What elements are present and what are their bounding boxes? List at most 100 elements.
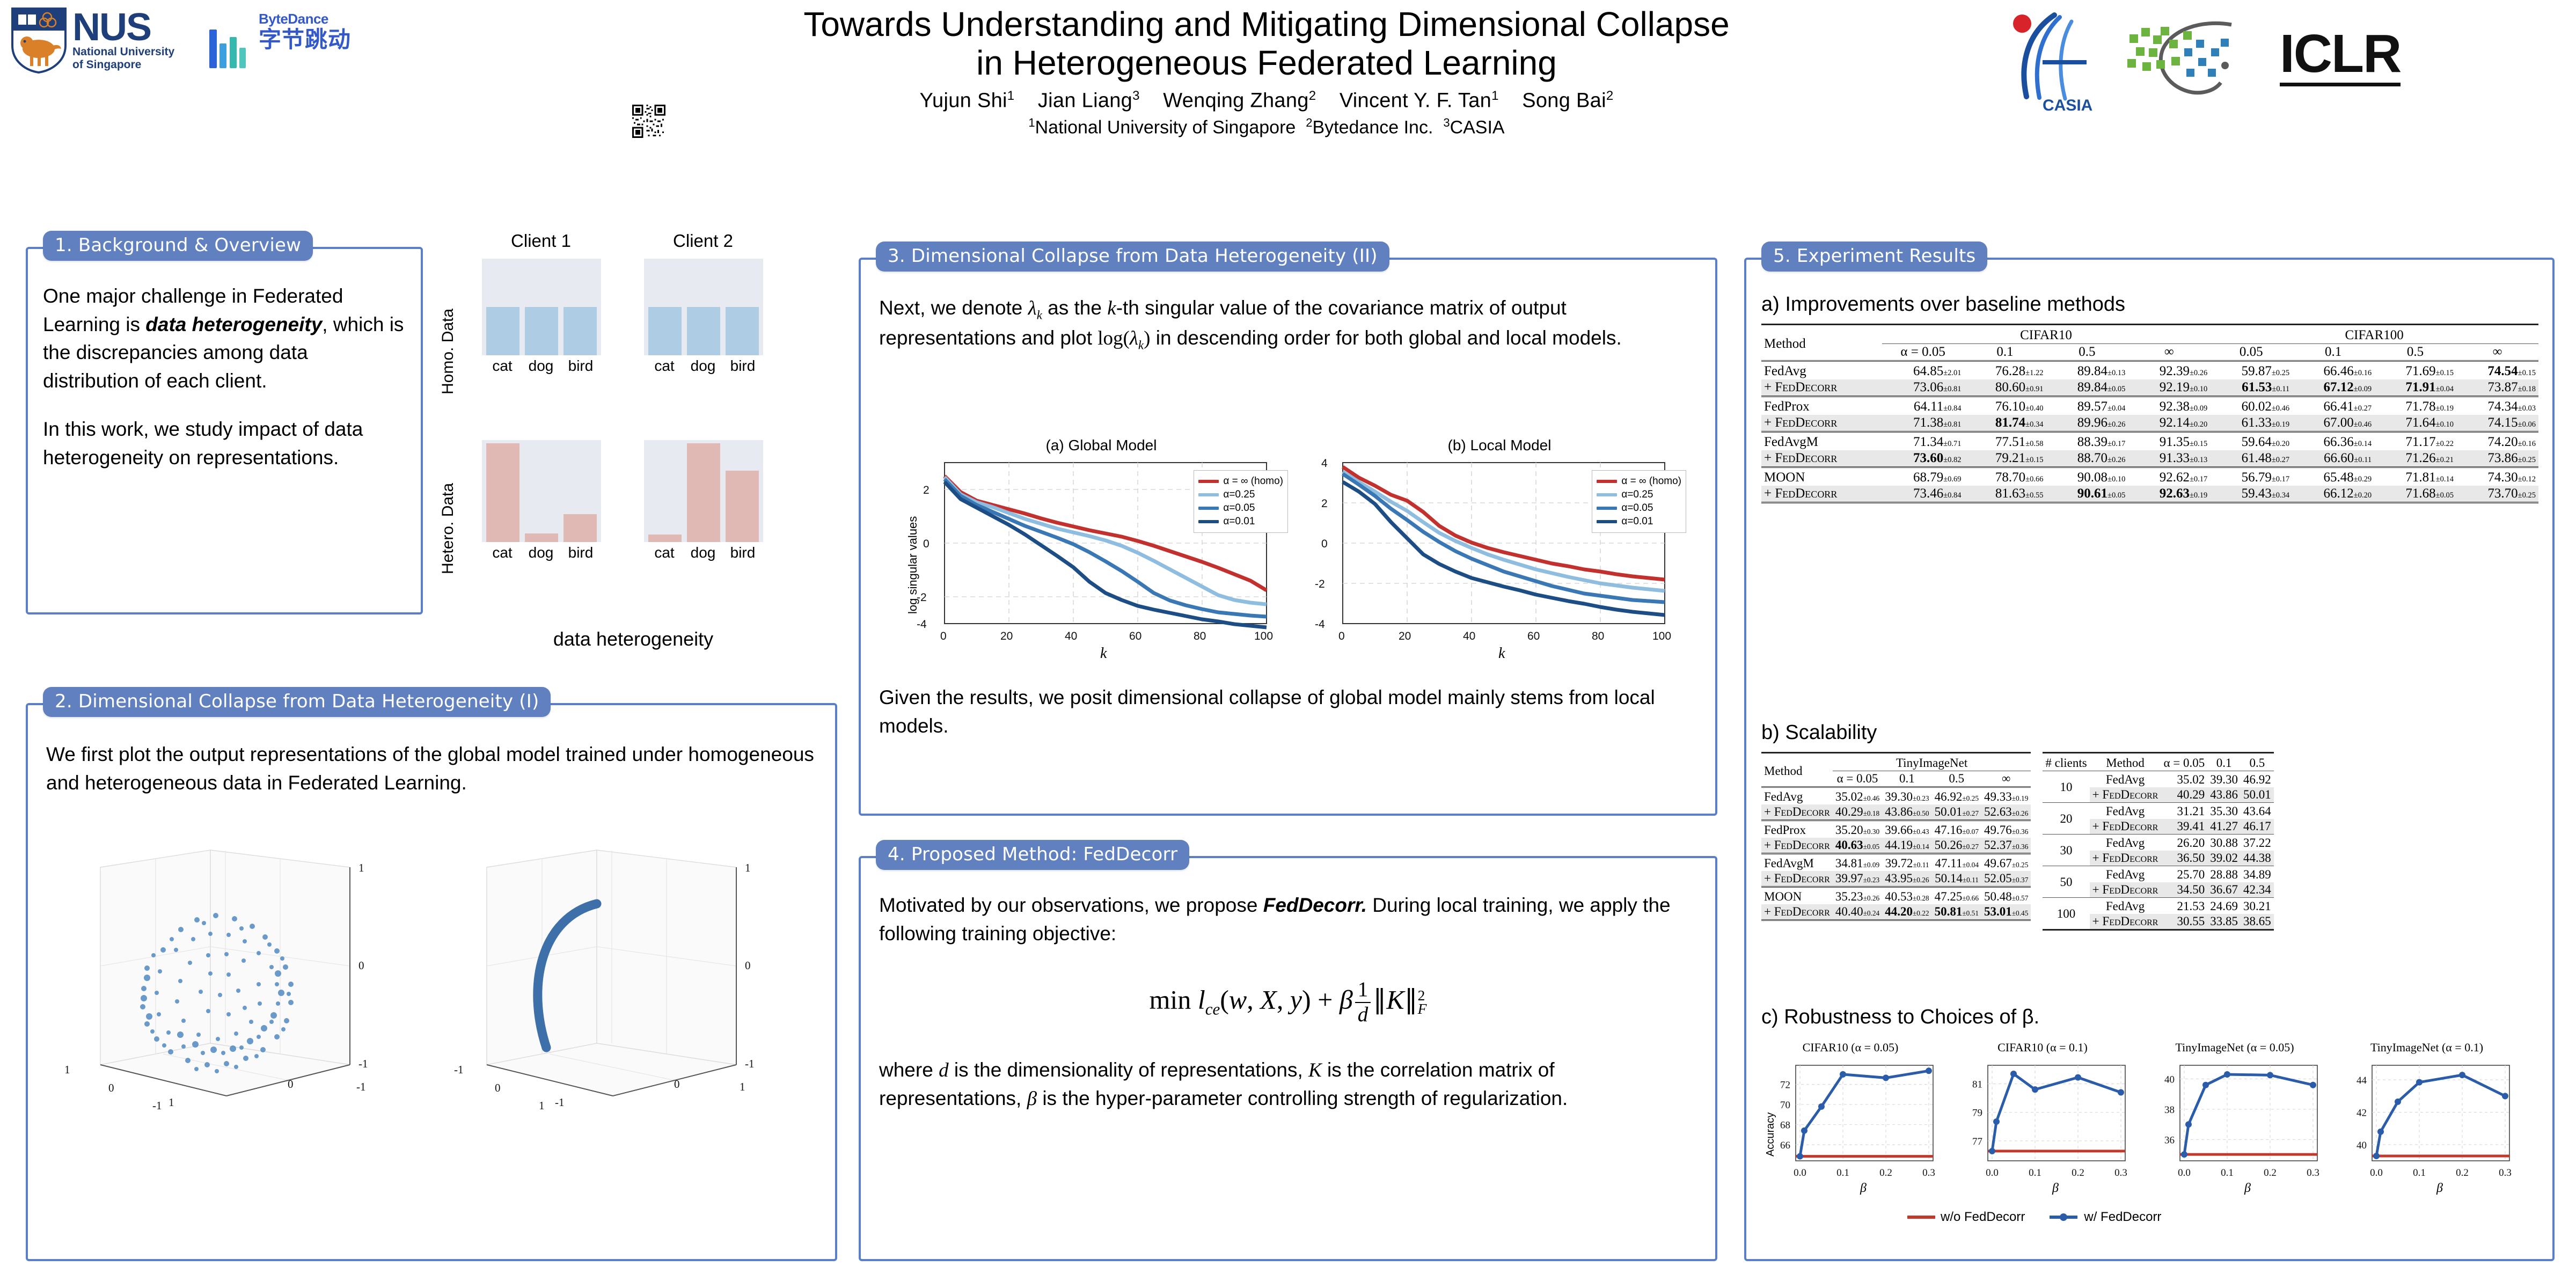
p3-t2: as the: [1042, 297, 1108, 319]
cell-value: 56.79±0.17: [2241, 470, 2290, 485]
table-row: FedProx 35.20±0.30 39.66±0.43 47.16±0.07 49.…: [1761, 823, 2031, 838]
cell-value: 31.21: [2177, 804, 2205, 818]
author-4-sup: 2: [1606, 89, 1614, 104]
cell-value: 40.63±0.05: [1835, 838, 1880, 852]
cell-value: 78.70±0.66: [1995, 470, 2044, 485]
svg-text:0.3: 0.3: [2114, 1167, 2127, 1179]
p3-t3: -th singular value of the covariance mat…: [879, 297, 1567, 349]
cell-method: FedAvg: [2105, 836, 2145, 850]
table-row: 30 FedAvg 26.20 30.88 37.22: [2043, 836, 2273, 857]
cell-value: 30.55: [2177, 914, 2205, 928]
cell-value: 38.65: [2243, 914, 2271, 928]
th-a-alpha-4: 0.05: [2239, 345, 2263, 359]
cell-value: 90.61±0.05: [2077, 486, 2126, 501]
cell-clients: 50: [2060, 875, 2073, 889]
cell-method: FedAvg: [2105, 804, 2145, 818]
cell-value: 88.70±0.26: [2077, 451, 2126, 465]
hetero-c2-tick-dog: dog: [690, 544, 716, 561]
svg-text:-1: -1: [555, 1096, 565, 1109]
cell-value: 66.12±0.20: [2323, 486, 2372, 501]
cell-method: FedAvgM: [1764, 857, 1814, 870]
panel-1-title: 1. Background & Overview: [43, 231, 313, 261]
cell-clients: 30: [2060, 844, 2073, 857]
table-row: + FedDecorr 40.63±0.05 44.19±0.14 50.26±0.2…: [1761, 838, 2031, 854]
cell-value: 52.63±0.26: [1984, 805, 2029, 818]
svg-text:-1: -1: [152, 1099, 162, 1112]
cell-value: 92.14±0.20: [2159, 415, 2208, 430]
legend2-label-homo: α = ∞ (homo): [1621, 475, 1681, 487]
client-2-title: Client 2: [673, 231, 733, 251]
cell-value: 71.64±0.10: [2405, 415, 2454, 430]
beta-chart-2: TinyImageNet (α = 0.05) 36 38 40 0.0 0.1 0.2 0.…: [2143, 1041, 2326, 1218]
cell-value: 34.89: [2243, 868, 2271, 881]
cell-value: 43.86±0.50: [1885, 805, 1929, 818]
legend-item-001: α=0.01: [1198, 516, 1283, 528]
cell-value: 35.02: [2177, 773, 2205, 786]
nus-shield-icon: [11, 7, 67, 74]
homo-c2-tick-bird: bird: [730, 357, 756, 374]
results-subsection-b: b) Scalability: [1761, 721, 1877, 744]
cell-value: 64.11±0.84: [1913, 399, 1962, 414]
svg-text:40: 40: [2357, 1140, 2367, 1151]
p3-t4: in descending order for both global and …: [1150, 326, 1622, 349]
svg-text:0.1: 0.1: [1836, 1167, 1849, 1179]
table-row: 100 FedAvg 21.53 24.69 30.21: [2043, 899, 2273, 920]
th-c-alpha-0: α = 0.05: [2163, 756, 2205, 770]
cell-value: 30.88: [2210, 836, 2238, 850]
cell-value: 61.33±0.19: [2241, 415, 2290, 430]
cell-value: 81.63±0.55: [1995, 486, 2044, 501]
svg-text:0: 0: [495, 1081, 501, 1094]
local-model-xlabel: k: [1498, 645, 1505, 662]
client-distribution-figure: Client 1 Client 2 Homo. Data Hetero. Dat…: [424, 231, 843, 655]
th-a-alpha-6: 0.5: [2406, 345, 2424, 359]
homo-client1-plot: [482, 259, 601, 355]
cell-value: 66.60±0.11: [2324, 451, 2372, 465]
svg-text:0: 0: [745, 959, 751, 972]
panel-4-paragraph-1: Motivated by our observations, we propos…: [879, 891, 1697, 948]
beta-chart-1: CIFAR10 (α = 0.1) 77 79 81 0.0 0.1 0.2 0.3 β: [1951, 1041, 2134, 1218]
qr-code-icon[interactable]: [632, 105, 665, 138]
cell-method: + FedDecorr: [1764, 872, 1830, 885]
cell-value: 35.30: [2210, 804, 2238, 818]
cell-value: 43.64: [2243, 804, 2271, 818]
cell-clients: 100: [2057, 907, 2076, 920]
legend-item-005: α=0.05: [1198, 502, 1283, 514]
cell-value: 74.15±0.06: [2487, 415, 2536, 430]
cell-value: 71.17±0.22: [2405, 435, 2454, 449]
cell-method: + FedDecorr: [1764, 451, 1838, 465]
legend2-item-001: α=0.01: [1597, 516, 1681, 528]
cell-value: 35.20±0.30: [1835, 823, 1880, 837]
cell-value: 66.41±0.27: [2323, 399, 2372, 414]
svg-text:-4: -4: [917, 618, 927, 631]
cell-value: 47.11±0.04: [1935, 857, 1979, 870]
panel-3-paragraph: Next, we denote λk as the k-th singular …: [879, 297, 1622, 352]
svg-text:20: 20: [1399, 630, 1411, 642]
cell-value: 92.19±0.10: [2159, 380, 2208, 394]
svg-text:60: 60: [1129, 630, 1141, 642]
cell-method: + FedDecorr: [2092, 914, 2158, 928]
cell-method: FedProx: [1764, 399, 1810, 414]
table-row: + FedDecorr 40.29±0.18 43.86±0.50 50.01±0.2…: [1761, 804, 2031, 821]
beta-chart-title: CIFAR10 (α = 0.05): [1802, 1041, 1899, 1054]
svg-text:1: 1: [539, 1099, 545, 1112]
th-c-method: Method: [2106, 756, 2145, 770]
table-row: + FedDecorr 73.46±0.84 81.63±0.55 90.61±0.0…: [1761, 486, 2538, 503]
author-3-sup: 1: [1491, 89, 1499, 104]
beta-chart-xlabel: β: [2436, 1181, 2443, 1195]
p4-t-b: During local training, we apply the foll…: [879, 894, 1671, 945]
cell-value: 71.69±0.15: [2405, 364, 2454, 378]
client-1-title: Client 1: [511, 231, 571, 251]
nus-logo: NUS National University of Singapore: [11, 5, 199, 75]
cell-method: FedAvg: [2105, 868, 2145, 881]
svg-text:44: 44: [2357, 1075, 2367, 1086]
chart-global-model: (a) Global Model log singular values: [903, 437, 1300, 662]
p4-w2: is the dimensionality of representations…: [948, 1058, 1309, 1081]
cell-value: 90.08±0.10: [2077, 470, 2126, 485]
objective-formula: min lce(w, X, y) + β 1 d ∥K∥ 2 F: [1149, 978, 1427, 1026]
cell-value: 66.36±0.14: [2323, 435, 2372, 449]
cell-value: 68.79±0.69: [1913, 470, 1962, 485]
p4-t-a: Motivated by our observations, we propos…: [879, 894, 1263, 916]
cell-value: 65.48±0.29: [2323, 470, 2372, 485]
homo-c1-tick-dog: dog: [528, 357, 554, 374]
beta-chart-xlabel: β: [1860, 1181, 1867, 1195]
